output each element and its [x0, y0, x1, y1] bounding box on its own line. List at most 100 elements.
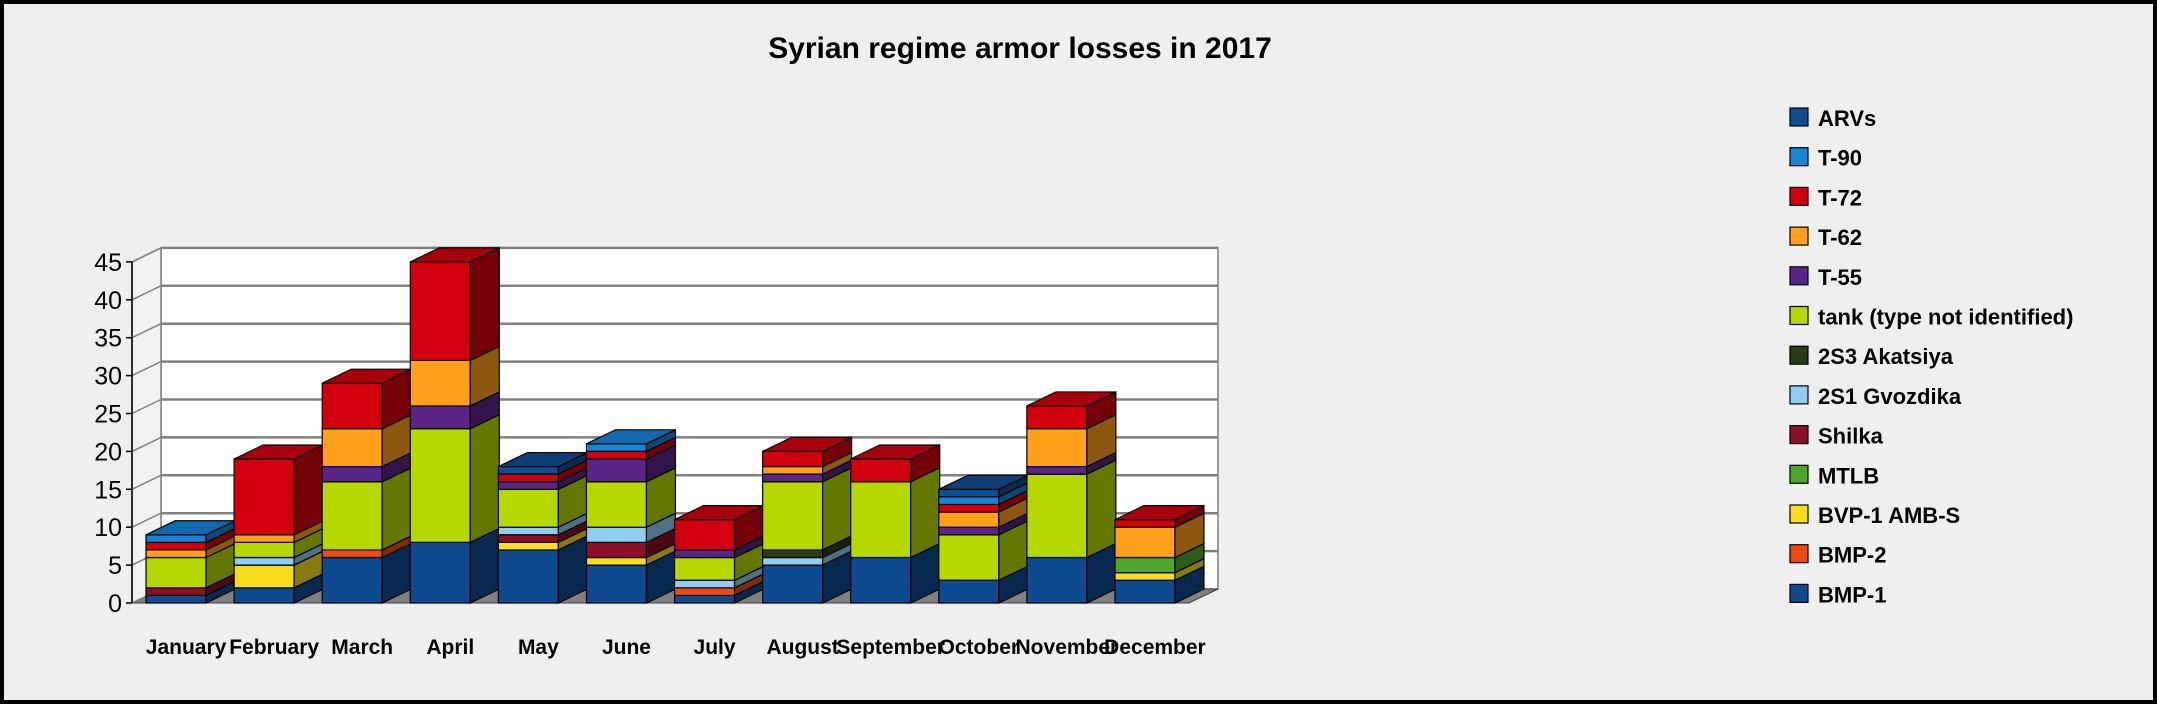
bar-segment-front: [1026, 465, 1088, 475]
bar-segment-top: [762, 436, 852, 452]
legend-item: T-90: [1789, 146, 1862, 171]
bar-segment-front: [585, 450, 648, 460]
bar-segment-front: [409, 428, 471, 543]
bar-segment-side: [469, 413, 500, 544]
ytick-label: 30: [94, 363, 122, 391]
bar-segment-front: [585, 541, 648, 559]
xtick-label: March: [331, 636, 393, 659]
bar-segment-front: [762, 473, 824, 483]
bar-segment-front: [673, 594, 736, 604]
legend: ARVs T-90 T-72 T-62 T-55 tank (type not ident…: [1789, 106, 2073, 607]
legend-label: Shilka: [1818, 424, 1884, 449]
bar-segment-front: [673, 579, 736, 589]
bar-segment-front: [762, 450, 824, 468]
bar-segment-front: [762, 556, 824, 566]
bar-segment-front: [497, 541, 559, 551]
xtick-label: June: [602, 636, 651, 659]
legend-label: tank (type not identified): [1818, 305, 2073, 330]
bar-segment-side: [910, 466, 941, 559]
bar-segment-top: [850, 444, 940, 460]
legend-label: T-55: [1818, 265, 1862, 290]
gridline-side: [131, 512, 162, 528]
ytick-label: 45: [94, 249, 122, 277]
bar-segment-front: [1114, 526, 1176, 559]
bar-segment-front: [409, 261, 471, 362]
bar-segment-front: [497, 549, 559, 604]
bar-segment-front: [673, 556, 736, 581]
bar-segment-side: [293, 444, 324, 536]
legend-item: BVP-1 AMB-S: [1789, 503, 1960, 528]
legend-swatch: [1789, 226, 1809, 246]
bar-segment-front: [938, 579, 1000, 604]
bar-segment-front: [1114, 519, 1176, 528]
bar-segment-front: [321, 465, 383, 483]
legend-item: BMP-1: [1789, 582, 1886, 607]
bar-segment-front: [1114, 579, 1176, 604]
bar-segment-front: [321, 549, 383, 559]
bar-segment-front: [1026, 428, 1088, 468]
legend-swatch: [1789, 504, 1809, 524]
bar-segment-front: [1026, 473, 1088, 559]
xtick-label: May: [518, 636, 559, 659]
bar-segment: [497, 451, 588, 476]
bar-segment-front: [762, 549, 824, 559]
gridline-side: [131, 285, 162, 301]
bar-segment-front: [938, 526, 1000, 536]
chart-svg: Syrian regime armor losses in 2017 0 5 10 1…: [94, 32, 2073, 659]
bar-segment-front: [938, 496, 1000, 506]
legend-label: 2S3 Akatsiya: [1818, 344, 1954, 369]
xtick-label: April: [426, 636, 474, 659]
bar-segment-front: [497, 465, 559, 475]
bar-segment-front: [585, 443, 648, 452]
bar-segment-front: [585, 526, 648, 543]
gridline-side: [131, 323, 162, 339]
bar-segment: [1026, 390, 1117, 430]
bar-segment-front: [497, 473, 559, 483]
legend-label: T-72: [1818, 185, 1862, 210]
legend-item: T-55: [1789, 265, 1862, 290]
ytick-label: 25: [94, 401, 122, 429]
bar-segment: [145, 519, 236, 544]
bar-segment-front: [673, 549, 736, 559]
legend-swatch: [1789, 425, 1809, 445]
bar-segment-front: [673, 587, 736, 597]
bar-segment-front: [321, 382, 383, 430]
legend-swatch: [1789, 186, 1809, 206]
bar-segment-top: [586, 429, 676, 445]
legend-label: BMP-2: [1818, 543, 1886, 568]
bar-segment-front: [145, 587, 207, 597]
legend-item: T-62: [1789, 225, 1862, 250]
gridline-side: [131, 398, 162, 415]
bar-segment-front: [762, 481, 824, 551]
bar-segment-front: [233, 564, 295, 589]
legend-item: 2S1 Gvozdika: [1789, 384, 1962, 409]
legend-label: T-62: [1818, 225, 1862, 250]
legend-label: T-90: [1818, 146, 1862, 171]
bar-segment-front: [585, 556, 648, 566]
legend-item: MTLB: [1789, 463, 1879, 488]
bar-segment-front: [321, 556, 383, 604]
bar-segment-front: [145, 534, 207, 543]
legend-label: 2S1 Gvozdika: [1818, 384, 1962, 409]
legend-swatch: [1789, 583, 1809, 604]
gridline-side: [131, 436, 162, 453]
bar-segment: [762, 436, 853, 468]
bar-segment-front: [1026, 556, 1088, 604]
ytick-label: 0: [108, 590, 122, 618]
bar-segment-front: [1114, 556, 1176, 574]
bar-segment: [497, 534, 588, 604]
legend-item: tank (type not identified): [1789, 305, 2073, 330]
plot-area: 0 5 10 15 20 25 30 35 40 45 January February March Ap…: [94, 246, 1219, 659]
gridline-side: [131, 360, 162, 377]
ytick-label: 40: [94, 287, 122, 315]
bar-segment: [1026, 459, 1117, 559]
bar-segment-front: [938, 511, 1000, 528]
bar-segment: [321, 368, 412, 430]
legend-swatch: [1789, 107, 1809, 127]
bar-segment-top: [410, 247, 500, 263]
legend-item: BMP-2: [1789, 543, 1886, 568]
ytick-label: 15: [94, 476, 122, 504]
bar-segment-front: [497, 488, 559, 528]
bar-segment: [233, 444, 324, 536]
